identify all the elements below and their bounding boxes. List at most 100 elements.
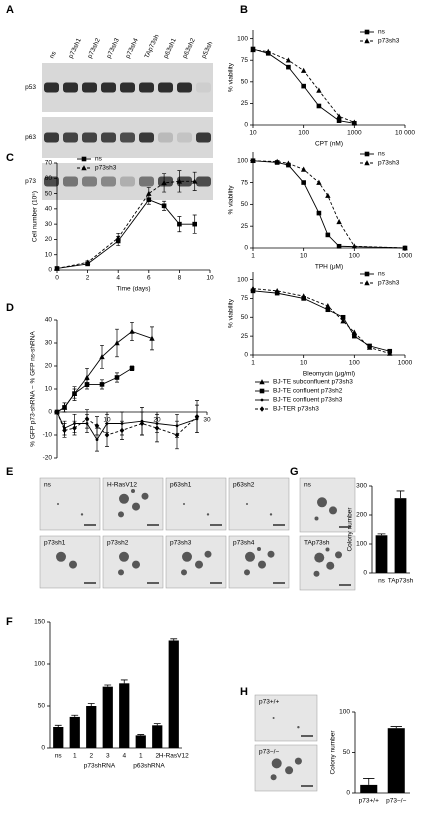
legend-label: p73sh3 [378,160,400,167]
error-bar [104,684,112,687]
marker [265,48,271,54]
x-axis-label: Time (days) [116,286,150,293]
x-tick-label: p73+/+ [359,798,379,805]
bar [168,640,179,748]
legend-label: p73sh3 [95,165,117,172]
group-label: p73shRNA [84,763,116,770]
panel-label: D [6,302,14,314]
lane-label: p73sh3 [106,37,122,60]
colony [132,502,140,511]
row-label: p73 [25,178,36,185]
y-tick-label: 0 [48,409,52,416]
marker [301,83,306,89]
blot-band [158,82,173,93]
blot-band [196,176,211,187]
bar [53,727,64,748]
group-label: p63shRNA [133,763,165,770]
y-tick-label: 0 [346,790,350,797]
blot-band [177,176,192,187]
y-tick-label: 0 [41,745,45,752]
legend-label: ns [378,29,386,36]
bar [375,535,388,573]
marker [54,409,60,415]
colony [313,570,320,577]
blot-band [196,132,211,143]
marker [114,375,120,380]
y-axis-label: % viability [228,298,235,328]
y-tick-label: 0 [244,245,248,252]
error-bar [396,490,405,499]
colony [294,757,302,765]
colony [204,550,212,558]
micrograph [254,694,318,742]
x-tick-label: 0 [55,275,59,282]
blot-band [158,132,173,143]
marker [192,221,197,227]
marker [285,160,292,166]
y-axis-label: Colony number [347,507,354,552]
y-axis-label: Colony number [330,730,337,775]
legend-marker [364,151,370,157]
colony [258,560,266,569]
marker [351,119,358,125]
y-tick-label: 100 [339,709,350,716]
bar [360,784,378,793]
y-tick-label: -10 [43,432,53,439]
colony [181,569,187,576]
colony [57,503,59,505]
marker [300,67,307,73]
blot-band [196,82,211,93]
y-tick-label: 60 [45,175,53,182]
bar [152,725,163,748]
lane-label: p73sh4 [125,37,141,60]
colony [245,551,255,562]
legend-marker [259,388,265,394]
y-tick-label: 300 [356,483,367,490]
series-line [56,330,153,413]
y-tick-label: 100 [356,541,367,548]
y-tick-label: 10 [45,251,53,258]
x-tick-label: 10 [249,130,257,137]
y-tick-label: -20 [43,455,53,462]
micrograph [39,477,101,531]
marker [274,287,280,294]
x-tick-label: 1000 [347,130,362,137]
x-axis-label: TPH (μM) [315,264,343,271]
colony [195,560,203,569]
marker [285,57,292,63]
blot-band [120,176,135,187]
legend-marker [364,38,370,44]
blot-band [44,132,59,143]
marker [94,423,100,429]
marker [104,432,110,438]
legend-marker [364,280,370,286]
series-line [56,367,133,413]
blot-band [44,82,59,93]
legend-label: p73sh3 [378,280,400,287]
colony [269,513,273,516]
x-tick-label: 10 [300,253,308,260]
image-label: ns [44,482,52,489]
bar [387,728,405,793]
x-tick-label: 2 [155,753,159,760]
legend-label: ns [378,271,386,278]
image-label: TAp73sh [304,540,330,547]
image-label: H-RasV12 [107,482,137,489]
series-line [252,290,390,352]
legend-marker [364,29,370,35]
bar [135,735,146,748]
marker [176,178,183,184]
panel-label: G [290,466,299,478]
y-axis-label: % viability [228,185,235,215]
y-tick-label: 25 [241,333,249,340]
blot-band [101,132,116,143]
marker [250,157,256,164]
colony [272,717,275,719]
marker [62,405,67,410]
y-tick-label: 75 [241,57,249,64]
marker [129,328,135,334]
y-tick-label: 40 [45,317,53,324]
marker [336,243,342,249]
marker [340,318,346,324]
